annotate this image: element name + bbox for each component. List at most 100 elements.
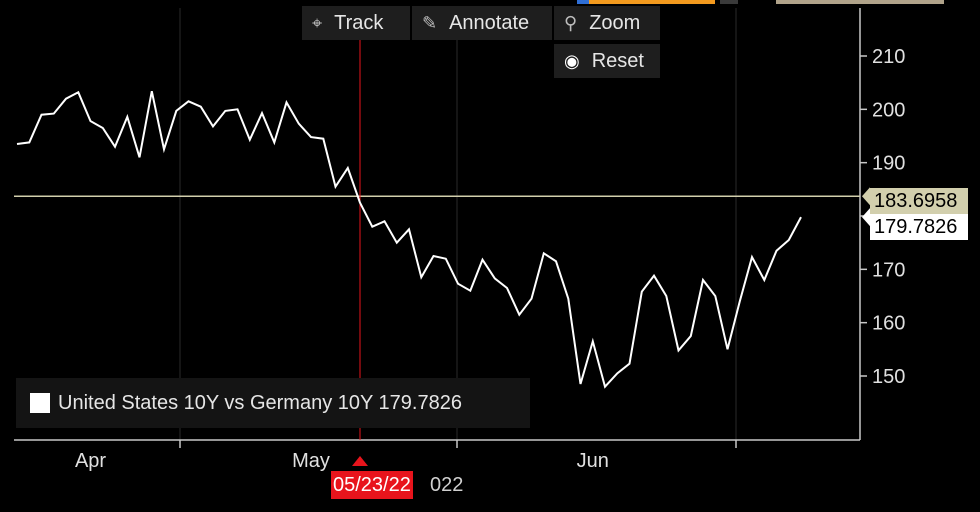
top-bar-orange [589, 0, 715, 4]
data-point-39 [494, 277, 496, 279]
annotate-button[interactable]: ✎ Annotate [412, 6, 552, 40]
data-point-57 [714, 295, 716, 297]
data-point-17 [224, 110, 226, 112]
legend-text: United States 10Y vs Germany 10Y 179.782… [58, 391, 462, 414]
data-point-18 [237, 108, 239, 110]
y-tick-label-170: 170 [872, 259, 905, 281]
data-point-20 [261, 112, 263, 114]
top-bar-tan [776, 0, 944, 4]
y-tick-label-150: 150 [872, 366, 905, 388]
data-point-60 [751, 256, 753, 258]
x-axis: Apr May Jun [14, 439, 860, 472]
radio-dot-icon: ◉ [564, 50, 580, 71]
data-point-19 [249, 139, 251, 141]
series-line-us10y-vs-de10y [16, 90, 802, 389]
data-point-34 [433, 255, 435, 257]
x-tick-label-may: May [292, 450, 330, 472]
data-point-62 [776, 250, 778, 252]
data-point-12 [163, 148, 165, 150]
last-value-marker [862, 208, 870, 227]
pencil-icon: ✎ [422, 12, 438, 33]
legend: United States 10Y vs Germany 10Y 179.782… [16, 378, 530, 428]
top-bar-gray [720, 0, 738, 4]
annotate-label: Annotate [449, 11, 530, 34]
data-point-25 [322, 138, 324, 140]
data-point-63 [788, 239, 790, 241]
data-point-42 [531, 298, 533, 300]
data-point-35 [445, 258, 447, 260]
data-point-16 [212, 125, 214, 127]
data-point-64 [800, 216, 802, 218]
data-point-6 [90, 120, 92, 122]
crosshair-value-label: 183.6958 [870, 188, 968, 214]
data-point-55 [690, 335, 692, 337]
data-point-10 [139, 156, 141, 158]
data-point-36 [457, 283, 459, 285]
data-point-32 [408, 228, 410, 230]
data-point-41 [518, 314, 520, 316]
data-point-1 [28, 141, 30, 143]
y-tick-label-160: 160 [872, 313, 905, 335]
data-point-48 [604, 386, 606, 388]
data-point-0 [16, 143, 18, 145]
reset-label: Reset [591, 49, 644, 72]
data-point-50 [629, 363, 631, 365]
data-point-9 [126, 116, 128, 118]
x-tick-label-apr: Apr [75, 450, 106, 472]
crosshair-date-marker [352, 456, 368, 466]
data-point-37 [469, 290, 471, 292]
reset-button[interactable]: ◉ Reset [554, 44, 660, 78]
data-point-26 [335, 186, 337, 188]
track-button[interactable]: ⌖ Track [302, 6, 410, 40]
data-point-44 [555, 260, 557, 262]
x-tick-label-jun: Jun [577, 450, 609, 472]
crosshair-date-label: 05/23/22 [331, 471, 413, 499]
y-tick-label-200: 200 [872, 99, 905, 121]
data-point-61 [763, 279, 765, 281]
y-tick-label-190: 190 [872, 153, 905, 175]
data-point-27 [347, 167, 349, 169]
top-bar-blue [577, 0, 589, 4]
data-point-52 [653, 275, 655, 277]
data-point-46 [580, 383, 582, 385]
data-point-43 [543, 252, 545, 254]
legend-swatch [30, 393, 50, 413]
data-point-21 [273, 141, 275, 143]
data-point-30 [384, 220, 386, 222]
data-point-8 [114, 146, 116, 148]
data-point-33 [420, 276, 422, 278]
track-label: Track [334, 11, 384, 34]
vertical-gridlines [179, 8, 737, 440]
top-indicator-bars [577, 0, 944, 4]
data-point-24 [310, 136, 312, 138]
zoom-button[interactable]: ⚲ Zoom [554, 6, 660, 40]
year-suffix-label: 022 [430, 474, 464, 496]
data-point-49 [616, 372, 618, 374]
data-point-51 [641, 291, 643, 293]
data-point-5 [77, 91, 79, 93]
data-point-56 [702, 279, 704, 281]
y-tick-label-210: 210 [872, 46, 905, 68]
data-point-31 [396, 242, 398, 244]
data-point-29 [371, 226, 373, 228]
data-point-53 [665, 295, 667, 297]
data-point-22 [286, 101, 288, 103]
magnifier-icon: ⚲ [564, 12, 578, 33]
data-point-38 [482, 259, 484, 261]
data-point-7 [102, 127, 104, 129]
crosshair-value-marker [862, 187, 870, 206]
data-point-11 [151, 90, 153, 92]
data-point-4 [65, 98, 67, 100]
y-axis: 150 160 170 190 200 210 [859, 8, 905, 440]
data-point-28 [359, 202, 361, 204]
data-point-59 [739, 300, 741, 302]
zoom-label: Zoom [589, 11, 641, 34]
data-point-54 [678, 349, 680, 351]
data-point-40 [506, 287, 508, 289]
data-point-14 [188, 100, 190, 102]
data-point-23 [298, 123, 300, 125]
data-point-13 [175, 110, 177, 112]
data-point-2 [41, 114, 43, 116]
